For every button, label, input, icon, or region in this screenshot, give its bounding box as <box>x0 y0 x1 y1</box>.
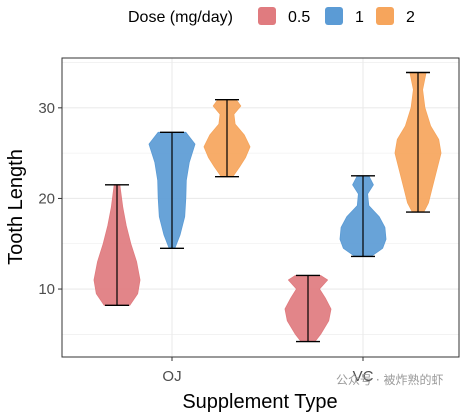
x-tick-label: VC <box>353 368 374 385</box>
legend: Dose (mg/day) 0.5 1 2 <box>128 7 415 26</box>
legend-swatch-1 <box>325 7 343 25</box>
plot-border <box>61 57 460 358</box>
watermark: 公众号 · 被炸熟的虾 <box>336 372 443 387</box>
y-tick-label: 10 <box>38 281 55 298</box>
legend-swatch-2 <box>376 7 394 25</box>
y-axis-title: Tooth Length <box>5 149 27 265</box>
y-tick-label: 30 <box>38 100 55 117</box>
legend-title: Dose (mg/day) <box>128 9 233 26</box>
x-tick-label: OJ <box>162 368 181 385</box>
y-tick-label: 20 <box>38 190 55 207</box>
legend-label: 0.5 <box>288 9 310 26</box>
legend-label: 1 <box>355 9 364 26</box>
legend-swatch-0.5 <box>258 7 276 25</box>
legend-label: 2 <box>406 9 415 26</box>
x-axis-title: Supplement Type <box>182 391 337 413</box>
